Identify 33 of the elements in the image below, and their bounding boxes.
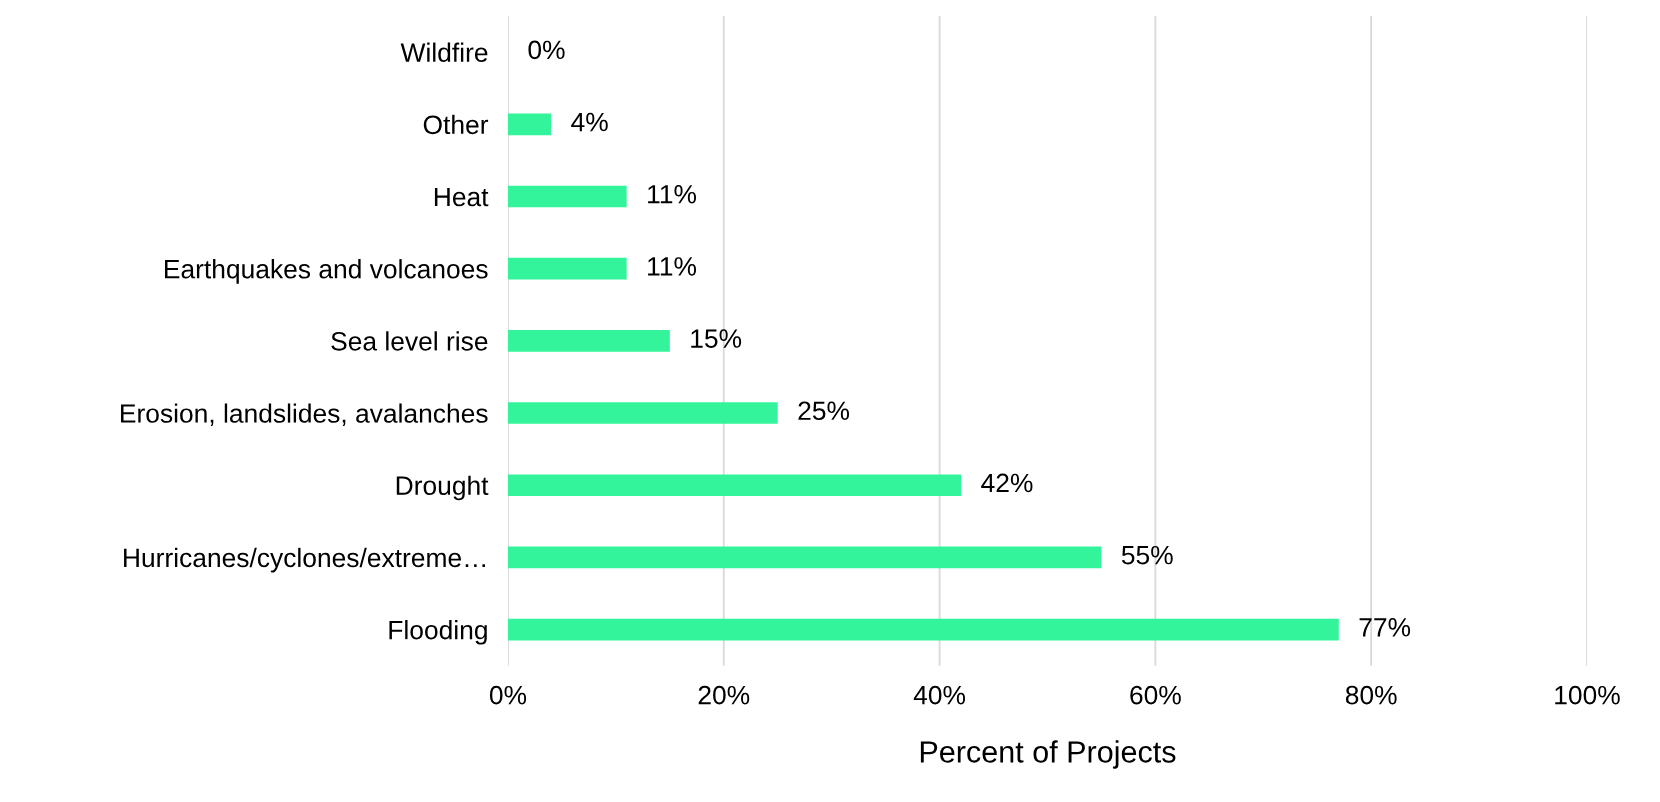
bar bbox=[507, 618, 1339, 641]
y-tick-label: Flooding bbox=[389, 620, 487, 645]
data-label: 15% bbox=[691, 329, 742, 348]
y-tick-label: Earthquakes and volcanoes bbox=[165, 259, 488, 284]
data-label: 11% bbox=[648, 185, 697, 204]
data-label: 11% bbox=[648, 257, 697, 276]
y-tick-label: Erosion, landslides, avalanches bbox=[121, 403, 488, 426]
data-label: 4% bbox=[571, 112, 608, 132]
bar bbox=[507, 113, 552, 136]
bar bbox=[507, 185, 627, 208]
y-tick-label: Sea level rise bbox=[331, 331, 488, 351]
x-axis-title: Percent of Projects bbox=[920, 740, 1176, 769]
y-tick-label: Drought bbox=[396, 475, 489, 501]
y-tick-label: Hurricanes/cyclones/extreme… bbox=[124, 547, 485, 573]
bar bbox=[507, 546, 1102, 569]
data-label: 77% bbox=[1359, 618, 1411, 637]
bar bbox=[507, 330, 670, 352]
x-tick-label: 80% bbox=[1345, 685, 1397, 705]
bar bbox=[507, 402, 778, 424]
data-label: 0% bbox=[528, 40, 565, 60]
x-tick-label: 0% bbox=[489, 685, 527, 705]
bar bbox=[507, 474, 962, 497]
data-label: 25% bbox=[798, 401, 850, 421]
y-tick-label: Heat bbox=[434, 187, 489, 207]
y-tick-label: Other bbox=[423, 114, 489, 135]
x-tick-label: 100% bbox=[1555, 685, 1620, 705]
y-tick-label: Wildfire bbox=[400, 42, 488, 62]
x-tick-label: 20% bbox=[698, 685, 750, 705]
data-label: 55% bbox=[1121, 545, 1173, 565]
bar bbox=[507, 257, 627, 280]
data-label: 42% bbox=[981, 473, 1033, 493]
x-tick-label: 40% bbox=[913, 685, 966, 705]
x-tick-label: 60% bbox=[1130, 685, 1181, 705]
